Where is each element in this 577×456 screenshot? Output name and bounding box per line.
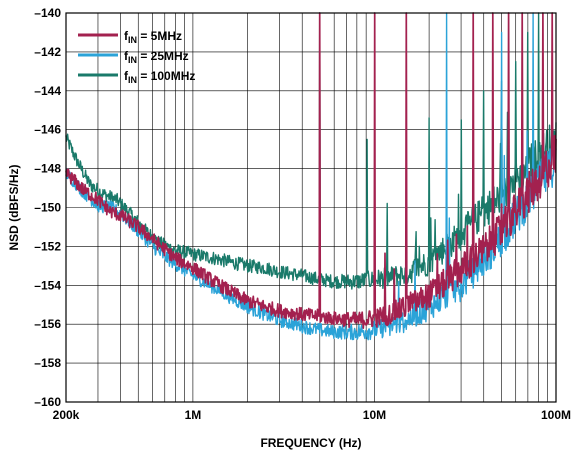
y-tick-label: –156: [34, 317, 61, 331]
x-tick-label: 1M: [185, 408, 202, 422]
x-axis-label: FREQUENCY (Hz): [260, 436, 361, 450]
y-tick-label: –154: [34, 278, 61, 292]
y-tick-label: –152: [34, 239, 61, 253]
y-tick-label: –160: [34, 395, 61, 409]
y-tick-label: –158: [34, 356, 61, 370]
legend: fIN = 5MHz fIN = 25MHz fIN = 100MHz: [78, 29, 195, 85]
y-tick-label: –148: [34, 162, 61, 176]
y-axis-label: NSD (dBFS/Hz): [7, 165, 21, 251]
legend-entry: fIN = 25MHz: [124, 49, 189, 65]
y-tick-label: –140: [34, 6, 61, 20]
legend-entry: fIN = 100MHz: [124, 69, 195, 85]
plot-frame: [65, 12, 557, 403]
series-line-2: [65, 12, 557, 329]
y-tick-label: –144: [34, 84, 61, 98]
y-tick-label: –142: [34, 45, 61, 59]
x-tick-label: 200k: [53, 408, 80, 422]
y-tick-label: –146: [34, 123, 61, 137]
series-layer: [65, 12, 557, 341]
y-tick-label: –150: [34, 201, 61, 215]
x-tick-label: 10M: [363, 408, 386, 422]
tick-labels: –160 –158 –156 –154 –152 –150 –148 –146 –144 –142…: [34, 6, 571, 422]
legend-entry: fIN = 5MHz: [124, 29, 182, 45]
x-tick-label: 100M: [541, 408, 571, 422]
